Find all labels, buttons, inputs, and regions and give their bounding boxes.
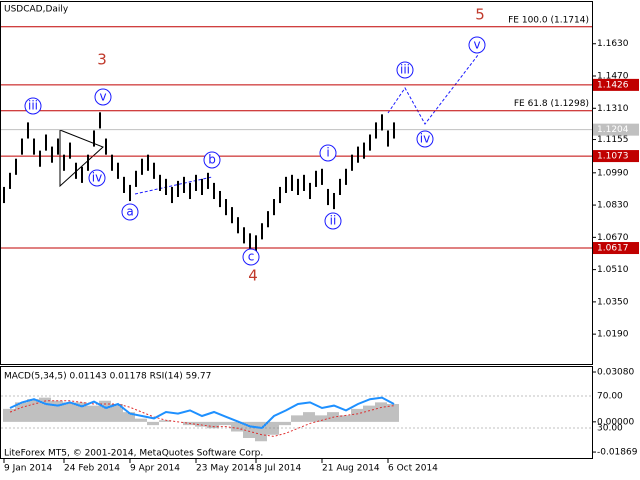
x-tick-label: 21 Aug 2014 xyxy=(322,464,380,474)
signal-line xyxy=(9,400,395,437)
y-tick-label: 1.0190 xyxy=(597,330,629,340)
fe-label: FE 100.0 (1.1714) xyxy=(508,15,589,25)
degree-label: 4 xyxy=(248,267,258,285)
y-tick-label: 1.0510 xyxy=(597,265,629,275)
x-tick-label: 24 Feb 2014 xyxy=(64,464,120,474)
wave-label: i xyxy=(326,146,329,160)
wave-circle xyxy=(203,151,221,169)
y-tick-label: 1.1630 xyxy=(597,39,629,49)
wave-circle xyxy=(242,248,260,266)
degree-label: 3 xyxy=(97,51,107,69)
chart-title: USDCAD,Daily xyxy=(4,5,69,15)
x-tick-label: 9 Apr 2014 xyxy=(130,464,180,474)
y-tick-label: 1.1470 xyxy=(597,72,629,82)
wave-label: c xyxy=(248,250,255,264)
wave-circle xyxy=(416,130,434,148)
indicator-label: MACD(5,34,5) 0.01143 0.01178 RSI(14) 59.… xyxy=(4,372,211,382)
y-tick-label: -0.01869 xyxy=(597,448,638,458)
degree-label: 5 xyxy=(475,6,485,24)
y-tick-label: 1.0990 xyxy=(597,168,629,178)
copyright: LiteForex MT5, © 2001-2014, MetaQuotes S… xyxy=(4,449,263,459)
wave-label: iii xyxy=(28,99,38,113)
wave-circle xyxy=(94,88,112,106)
main-panel xyxy=(0,1,593,365)
indicator-panel xyxy=(0,366,593,459)
level-label: 1.0617 xyxy=(597,244,629,254)
wave-circle xyxy=(396,61,414,79)
x-tick-label: 23 May 2014 xyxy=(196,464,255,474)
wave-label: ii xyxy=(330,214,337,228)
x-tick-label: 9 Jan 2014 xyxy=(4,464,52,474)
price-label: 1.1204 xyxy=(597,125,629,135)
y-tick-label: 1.1155 xyxy=(597,135,629,145)
y2-tick-label: 30.00 xyxy=(597,424,623,434)
y-tick-label: 1.0350 xyxy=(597,297,629,307)
wave-label: v xyxy=(99,90,106,104)
wave-circle xyxy=(24,97,42,115)
y2-tick-label: 70.00 xyxy=(597,392,623,402)
level-box xyxy=(593,150,639,163)
wave-label: a xyxy=(126,205,133,219)
wave-circle xyxy=(121,203,139,221)
projection-line xyxy=(387,54,479,125)
level-box xyxy=(593,78,639,91)
level-box xyxy=(593,242,639,255)
level-label: 1.1426 xyxy=(597,80,629,90)
rsi-line xyxy=(9,396,395,430)
y-tick-label: 0.03080 xyxy=(597,368,634,378)
wave-circle xyxy=(468,36,486,54)
triangle xyxy=(59,129,104,188)
wave-label: v xyxy=(473,38,480,52)
fe-label: FE 61.8 (1.1298) xyxy=(514,99,589,109)
y-tick-label: 1.0830 xyxy=(597,201,629,211)
wave-circle xyxy=(324,212,342,230)
price-box xyxy=(593,123,639,136)
y-tick-label: 1.1310 xyxy=(597,104,629,114)
x-tick-label: 6 Oct 2014 xyxy=(388,464,438,474)
y-tick-label: 1.0670 xyxy=(597,233,629,243)
projection-line xyxy=(134,176,213,195)
x-tick-label: 8 Jul 2014 xyxy=(256,464,301,474)
wave-circle xyxy=(88,169,106,187)
wave-label: b xyxy=(208,153,216,167)
wave-label: iv xyxy=(420,132,430,146)
wave-label: iv xyxy=(92,171,102,185)
level-label: 1.1073 xyxy=(597,152,629,162)
y-tick-label: 0.00000 xyxy=(597,417,634,427)
wave-circle xyxy=(319,144,337,162)
wave-label: iii xyxy=(400,63,410,77)
